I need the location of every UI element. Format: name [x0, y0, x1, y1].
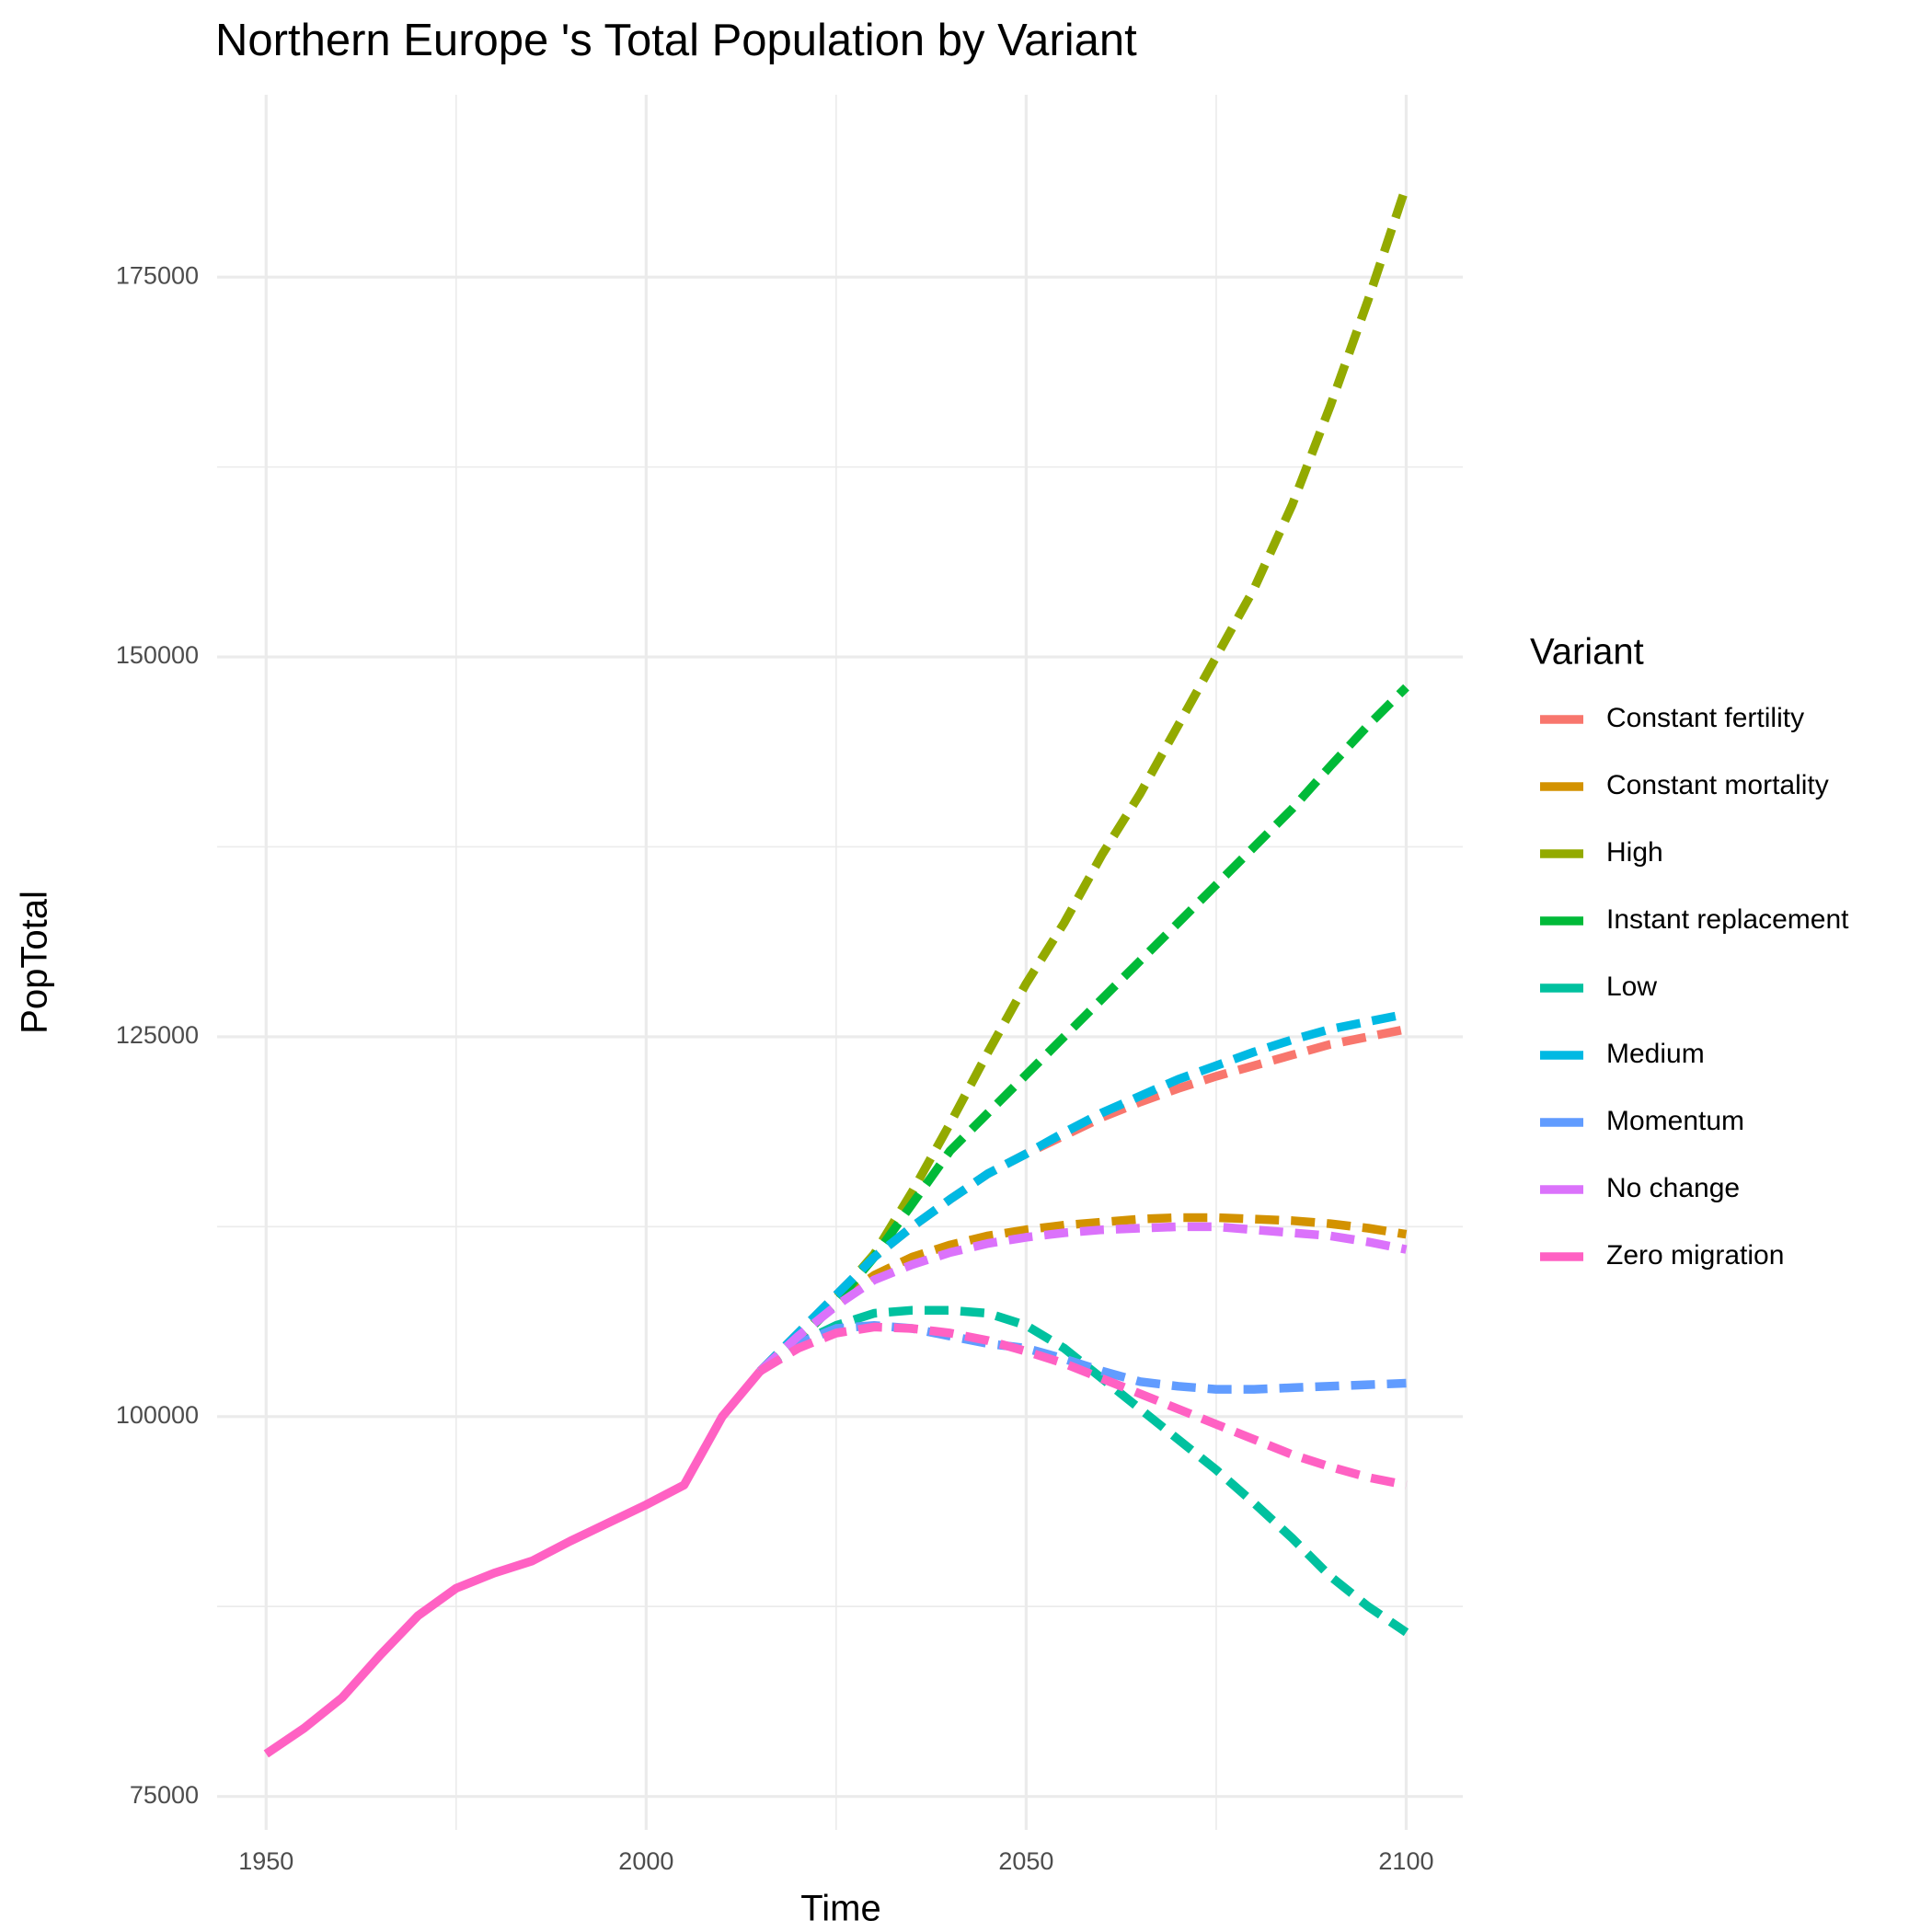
series-line [757, 1305, 1409, 1637]
y-tick-label: 100000 [116, 1401, 199, 1429]
x-tick-label: 2050 [998, 1847, 1053, 1875]
x-axis-title: Time [800, 1889, 880, 1929]
legend-label: No change [1606, 1173, 1740, 1203]
y-tick-label: 150000 [116, 641, 199, 669]
legend-label: Momentum [1606, 1106, 1744, 1136]
legend-label: High [1606, 837, 1663, 868]
series-line [756, 1009, 1408, 1374]
legend-label: Constant fertility [1606, 703, 1804, 733]
series-line [757, 684, 1409, 1375]
y-tick-label: 175000 [116, 261, 199, 289]
legend-label: Low [1606, 972, 1657, 1002]
legend-title: Variant [1530, 632, 1644, 673]
series-line [757, 1322, 1408, 1489]
legend-label: Instant replacement [1606, 904, 1849, 935]
legend-label: Constant mortality [1606, 770, 1829, 800]
series-line [757, 1320, 1407, 1394]
x-tick-label: 2100 [1378, 1847, 1433, 1875]
series-line [757, 1213, 1408, 1374]
legend-label: Medium [1606, 1039, 1705, 1069]
legend-label: Zero migration [1606, 1240, 1784, 1271]
y-tick-label: 75000 [130, 1781, 199, 1809]
x-tick-label: 2000 [618, 1847, 673, 1875]
series-line [263, 1368, 764, 1758]
y-axis-title: PopTotal [15, 891, 55, 1034]
chart-title: Northern Europe 's Total Population by V… [215, 16, 1137, 65]
x-tick-label: 1950 [238, 1847, 293, 1875]
y-tick-label: 125000 [116, 1021, 199, 1049]
series-line [757, 1222, 1408, 1374]
series-line [757, 184, 1411, 1375]
